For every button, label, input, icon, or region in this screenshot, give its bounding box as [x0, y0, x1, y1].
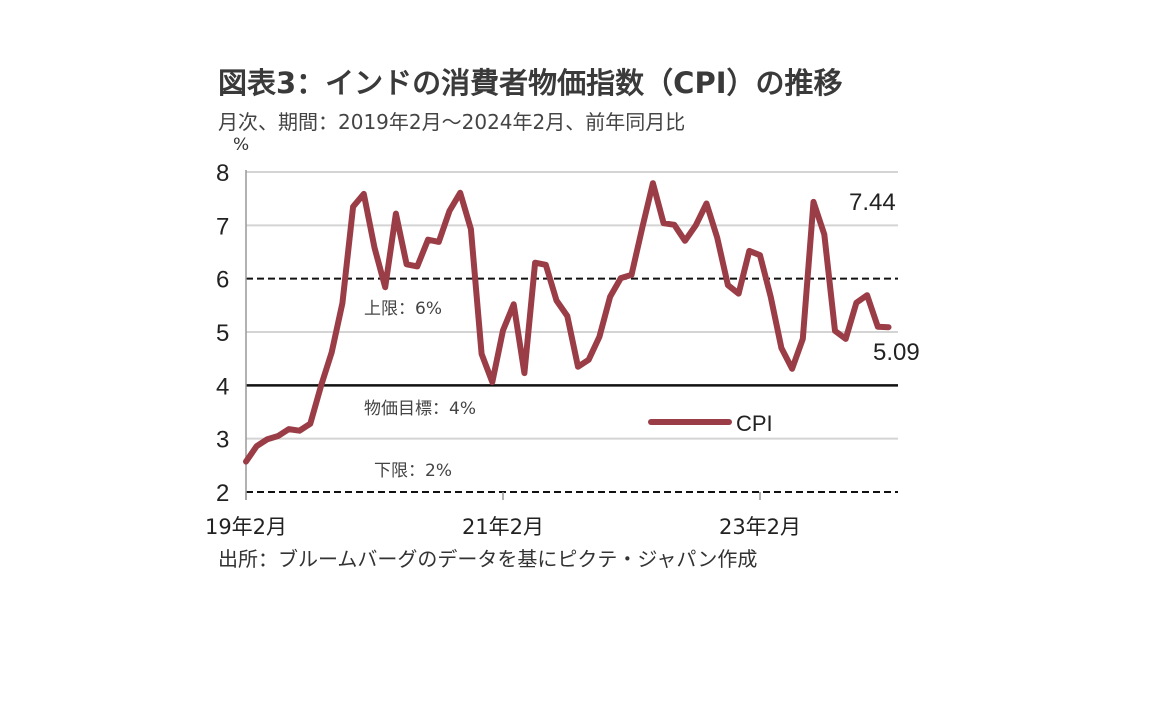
y-axis-unit: %	[233, 135, 250, 155]
y-tick-label-3: 3	[216, 427, 229, 454]
y-tick-label-6: 6	[216, 267, 229, 294]
chart-title: 図表3：インドの消費者物価指数（CPI）の推移	[218, 66, 843, 100]
x-tick-labels: 19年2月 21年2月 23年2月	[205, 515, 801, 539]
reference-line-labels: 上限：6% 物価目標：4% 下限：2%	[364, 299, 476, 481]
y-tick-label-7: 7	[216, 213, 229, 240]
y-tick-labels: 2 3 4 5 6 7 8	[216, 160, 229, 507]
series-line-cpi	[243, 180, 892, 465]
data-label-5-09: 5.09	[873, 339, 920, 366]
legend: CPI	[648, 411, 773, 436]
series-group	[243, 180, 892, 465]
x-tick-label: 19年2月	[205, 515, 287, 539]
x-tick-label: 23年2月	[719, 515, 801, 539]
data-labels: 7.44 5.09	[849, 189, 920, 366]
source-note: 出所：ブルームバーグのデータを基にピクテ・ジャパン作成	[218, 547, 758, 571]
x-tick-label: 21年2月	[462, 515, 544, 539]
y-tick-label-5: 5	[216, 320, 229, 347]
reference-label-4: 物価目標：4%	[364, 399, 476, 419]
y-tick-label-2: 2	[216, 480, 229, 507]
reference-lines	[246, 277, 898, 493]
y-tick-label-8: 8	[216, 160, 229, 187]
data-label-7-44: 7.44	[849, 189, 896, 216]
chart-subtitle: 月次、期間：2019年2月～2024年2月、前年同月比	[218, 110, 686, 134]
y-tick-label-4: 4	[216, 373, 229, 400]
legend-label-cpi: CPI	[736, 411, 773, 436]
reference-label-2: 下限：2%	[374, 461, 452, 481]
reference-label-6: 上限：6%	[364, 299, 442, 319]
x-ticks	[245, 492, 761, 500]
